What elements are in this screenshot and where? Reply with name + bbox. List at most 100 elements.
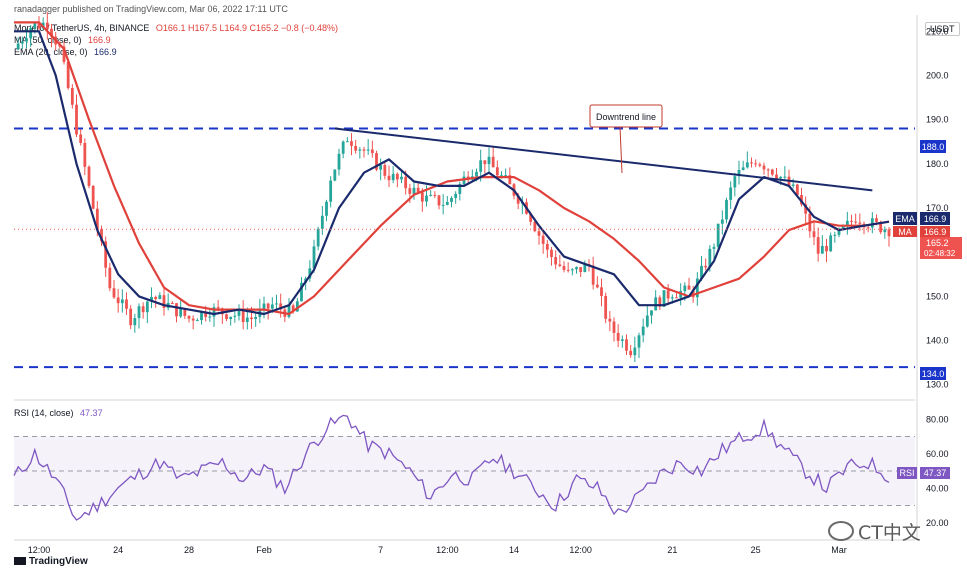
candle-body bbox=[712, 246, 716, 249]
candle bbox=[241, 300, 245, 330]
candle-body bbox=[841, 225, 845, 229]
candle-body bbox=[870, 218, 874, 228]
resistance-label: 188.0 bbox=[922, 142, 945, 152]
watermark: CT中文 bbox=[828, 518, 921, 545]
candle-body bbox=[875, 218, 878, 222]
candle-body bbox=[629, 350, 633, 356]
candle bbox=[133, 313, 137, 333]
candle-body bbox=[579, 267, 583, 273]
candle bbox=[483, 160, 487, 174]
candle-body bbox=[125, 299, 128, 309]
badge-ma: MA 166.9 bbox=[893, 226, 950, 237]
candle bbox=[737, 160, 741, 185]
candle bbox=[316, 226, 320, 251]
countdown-badge: 02:48:32 bbox=[924, 249, 956, 258]
candle bbox=[637, 332, 641, 359]
candle-body bbox=[633, 347, 637, 356]
price-tick-label: 130.0 bbox=[926, 380, 949, 390]
candle-body bbox=[287, 305, 291, 317]
candle-body bbox=[291, 305, 295, 312]
candle bbox=[437, 194, 441, 210]
candle bbox=[212, 303, 216, 327]
tradingview-logo[interactable]: TradingView bbox=[14, 556, 88, 567]
candle-body bbox=[483, 160, 487, 165]
candle bbox=[641, 318, 645, 343]
candle bbox=[358, 146, 362, 159]
candle-body bbox=[375, 153, 378, 170]
candle-body bbox=[191, 318, 195, 321]
legend-ma-row: MA (50, close, 0) 166.9 bbox=[14, 35, 111, 45]
candle bbox=[608, 311, 612, 332]
candle bbox=[687, 277, 691, 290]
legend-ema-label: EMA (20, close, 0) bbox=[14, 47, 88, 57]
candle-body bbox=[220, 308, 224, 315]
time-tick-label: 21 bbox=[667, 545, 677, 555]
candle bbox=[695, 272, 699, 306]
price-panel bbox=[14, 12, 915, 369]
rsi-tick-label: 80.00 bbox=[926, 414, 949, 424]
candle-body bbox=[329, 180, 333, 202]
candle-body bbox=[354, 145, 358, 151]
candle-body bbox=[833, 234, 837, 236]
candle-body bbox=[675, 297, 678, 299]
candle bbox=[725, 197, 728, 224]
candle bbox=[225, 313, 228, 322]
candle bbox=[362, 146, 366, 158]
price-tick-label: 200.0 bbox=[926, 70, 949, 80]
candle bbox=[341, 140, 345, 159]
candle bbox=[379, 158, 383, 181]
candle-body bbox=[625, 339, 628, 351]
candle-body bbox=[416, 187, 420, 193]
candle-body bbox=[545, 243, 549, 250]
currency-button[interactable]: USDT bbox=[925, 22, 960, 36]
candle bbox=[329, 176, 333, 208]
candle-body bbox=[683, 285, 687, 292]
candle bbox=[162, 287, 166, 316]
candle-body bbox=[170, 302, 174, 304]
candle-body bbox=[562, 266, 566, 270]
candle-body bbox=[91, 185, 95, 209]
candle-body bbox=[825, 245, 828, 252]
candle-body bbox=[645, 315, 649, 327]
candle-body bbox=[154, 296, 158, 300]
candle-body bbox=[437, 195, 441, 206]
time-tick-label: 24 bbox=[113, 545, 123, 555]
candle bbox=[125, 292, 128, 315]
candle bbox=[762, 162, 766, 175]
candle-body bbox=[879, 221, 883, 233]
ema-value-box bbox=[920, 212, 950, 225]
candle bbox=[145, 300, 149, 324]
candle-body bbox=[729, 187, 733, 200]
candle bbox=[104, 236, 108, 277]
candle-body bbox=[887, 229, 891, 237]
candle bbox=[279, 293, 283, 318]
candle bbox=[745, 151, 749, 169]
candle bbox=[825, 238, 828, 263]
candle bbox=[83, 138, 87, 176]
ma-value-box bbox=[920, 226, 950, 237]
tradingview-mark-icon bbox=[14, 557, 26, 565]
candle-body bbox=[654, 297, 658, 311]
candle-body bbox=[16, 43, 20, 49]
candle-body bbox=[412, 187, 416, 194]
candle-body bbox=[66, 61, 70, 89]
candle-body bbox=[475, 171, 478, 177]
candle-body bbox=[554, 257, 558, 265]
time-tick-label: 7 bbox=[378, 545, 383, 555]
candle-body bbox=[333, 169, 337, 181]
candle bbox=[458, 181, 462, 201]
candle-body bbox=[237, 310, 241, 316]
candle bbox=[29, 24, 33, 47]
candle bbox=[854, 213, 858, 225]
candle bbox=[120, 289, 124, 313]
candle bbox=[566, 262, 570, 273]
candle-body bbox=[662, 290, 666, 307]
candle bbox=[433, 191, 437, 199]
candle-body bbox=[395, 173, 399, 180]
candle-body bbox=[829, 235, 833, 252]
candle bbox=[395, 172, 399, 188]
candle-body bbox=[312, 246, 316, 269]
candle-body bbox=[758, 164, 762, 166]
candle-body bbox=[341, 141, 345, 154]
candle-body bbox=[387, 175, 391, 181]
